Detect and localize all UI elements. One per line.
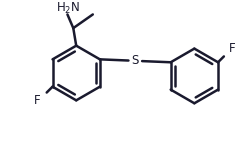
Text: F: F	[34, 94, 40, 107]
Text: H$_2$N: H$_2$N	[55, 1, 80, 16]
Text: S: S	[131, 54, 138, 67]
Text: F: F	[228, 42, 234, 55]
